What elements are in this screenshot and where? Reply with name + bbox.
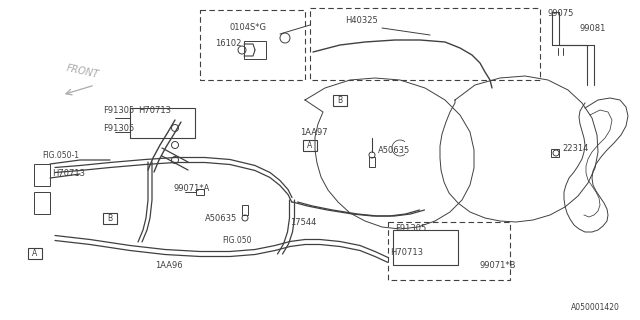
Bar — [28, 247, 42, 259]
Text: A: A — [33, 249, 38, 258]
Text: FIG.050-1: FIG.050-1 — [42, 150, 79, 159]
Text: H70713: H70713 — [138, 106, 171, 115]
Text: A: A — [307, 140, 312, 149]
Text: F91305: F91305 — [395, 223, 426, 233]
Text: H70713: H70713 — [390, 247, 423, 257]
Bar — [333, 94, 347, 106]
Text: 99071*A: 99071*A — [173, 183, 209, 193]
Bar — [34, 192, 50, 214]
Bar — [393, 230, 458, 265]
Text: F91305: F91305 — [103, 106, 134, 115]
Text: H40325: H40325 — [345, 15, 378, 25]
Bar — [130, 108, 195, 138]
Text: A50635: A50635 — [205, 213, 237, 222]
Text: 22314: 22314 — [562, 143, 588, 153]
Bar — [242, 205, 248, 215]
Bar — [196, 189, 204, 195]
Bar — [303, 140, 317, 150]
Text: A50635: A50635 — [378, 146, 410, 155]
Bar — [34, 164, 50, 186]
Text: 99071*B: 99071*B — [480, 260, 516, 269]
Text: B: B — [337, 95, 342, 105]
Text: FRONT: FRONT — [65, 64, 100, 80]
Bar — [369, 157, 375, 167]
Text: B: B — [108, 213, 113, 222]
Text: H70713: H70713 — [52, 169, 85, 178]
Text: 1AA97: 1AA97 — [300, 127, 328, 137]
Text: 99075: 99075 — [548, 9, 574, 18]
Text: 99081: 99081 — [580, 23, 606, 33]
Bar — [244, 41, 266, 59]
Bar — [103, 212, 117, 223]
Text: F91305: F91305 — [103, 124, 134, 132]
Text: 1AA96: 1AA96 — [155, 260, 182, 269]
Text: 16102: 16102 — [215, 38, 241, 47]
Text: 0104S*G: 0104S*G — [230, 22, 267, 31]
Text: 17544: 17544 — [290, 218, 316, 227]
Text: A050001420: A050001420 — [571, 303, 620, 312]
Text: FIG.050: FIG.050 — [222, 236, 252, 244]
Bar — [551, 149, 559, 157]
